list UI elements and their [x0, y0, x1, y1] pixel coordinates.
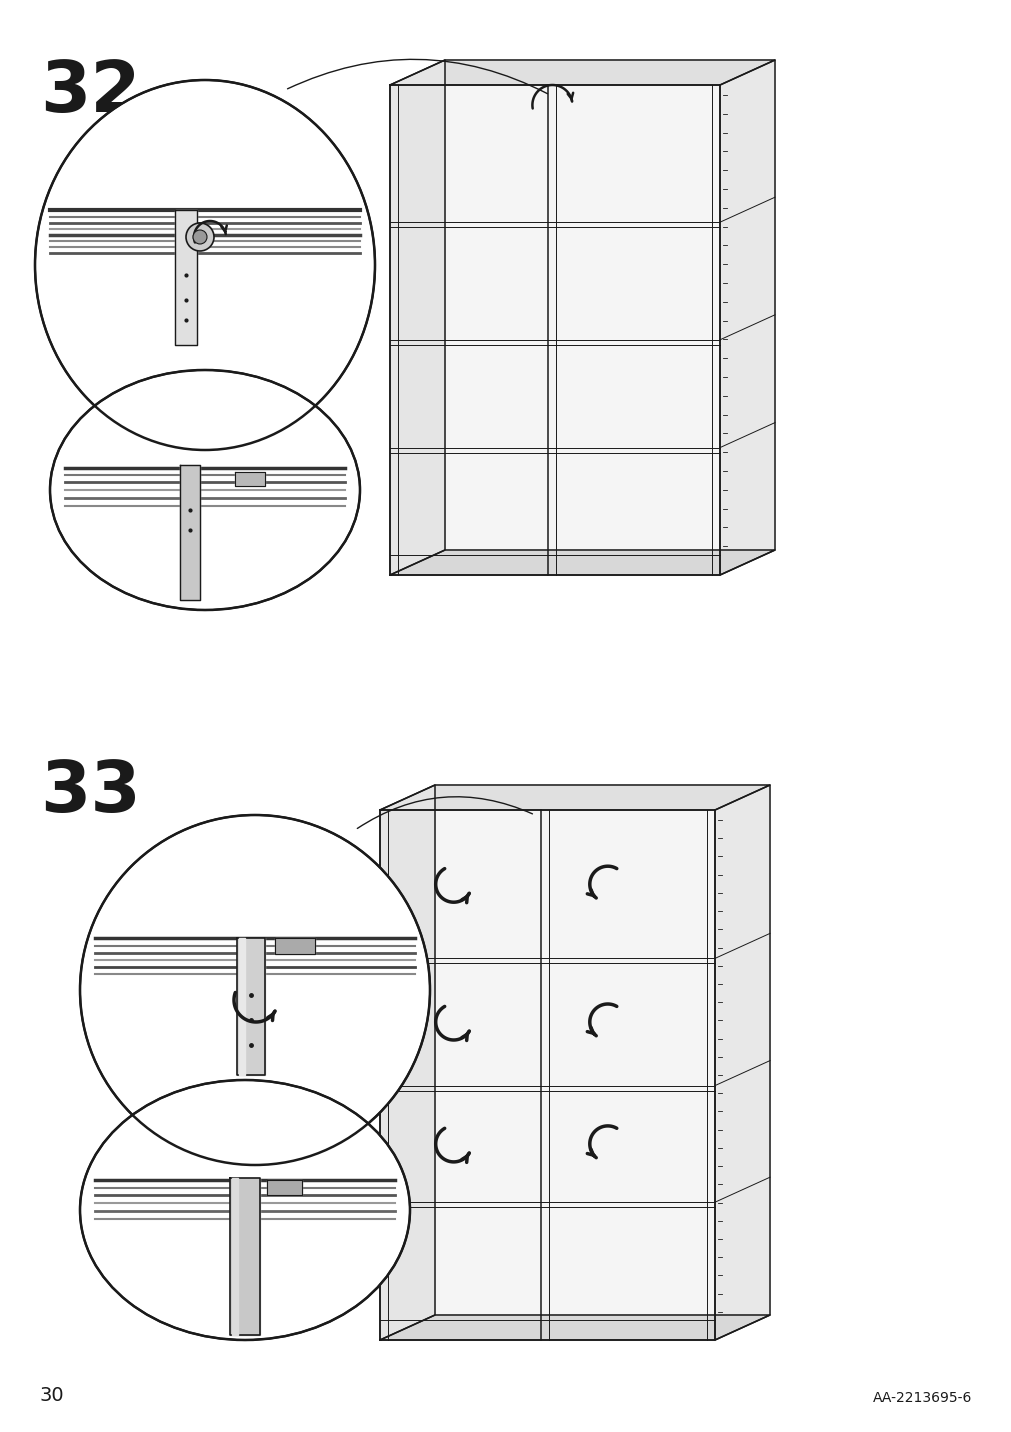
Polygon shape	[719, 60, 774, 576]
Polygon shape	[239, 938, 245, 1075]
Polygon shape	[275, 938, 314, 954]
Polygon shape	[235, 473, 265, 485]
Text: 33: 33	[40, 758, 141, 828]
Ellipse shape	[50, 369, 360, 610]
Polygon shape	[389, 84, 719, 576]
Polygon shape	[175, 211, 197, 345]
Polygon shape	[232, 1179, 238, 1335]
Text: 30: 30	[40, 1386, 65, 1405]
Text: 2x: 2x	[162, 868, 192, 892]
Ellipse shape	[35, 80, 375, 450]
Ellipse shape	[80, 1080, 409, 1340]
Polygon shape	[229, 1179, 260, 1335]
Text: 32: 32	[40, 59, 141, 127]
Polygon shape	[389, 60, 445, 576]
Polygon shape	[379, 785, 769, 811]
Polygon shape	[379, 1315, 769, 1340]
Polygon shape	[389, 550, 774, 576]
Polygon shape	[267, 1180, 301, 1194]
Circle shape	[186, 223, 213, 251]
Polygon shape	[379, 785, 435, 1340]
Circle shape	[193, 231, 207, 243]
Polygon shape	[379, 811, 715, 1340]
Ellipse shape	[80, 815, 430, 1166]
Polygon shape	[237, 938, 265, 1075]
Polygon shape	[715, 785, 769, 1340]
Polygon shape	[389, 60, 774, 84]
Text: 1x: 1x	[115, 147, 146, 172]
Text: AA-2213695-6: AA-2213695-6	[871, 1390, 971, 1405]
Polygon shape	[180, 465, 200, 600]
